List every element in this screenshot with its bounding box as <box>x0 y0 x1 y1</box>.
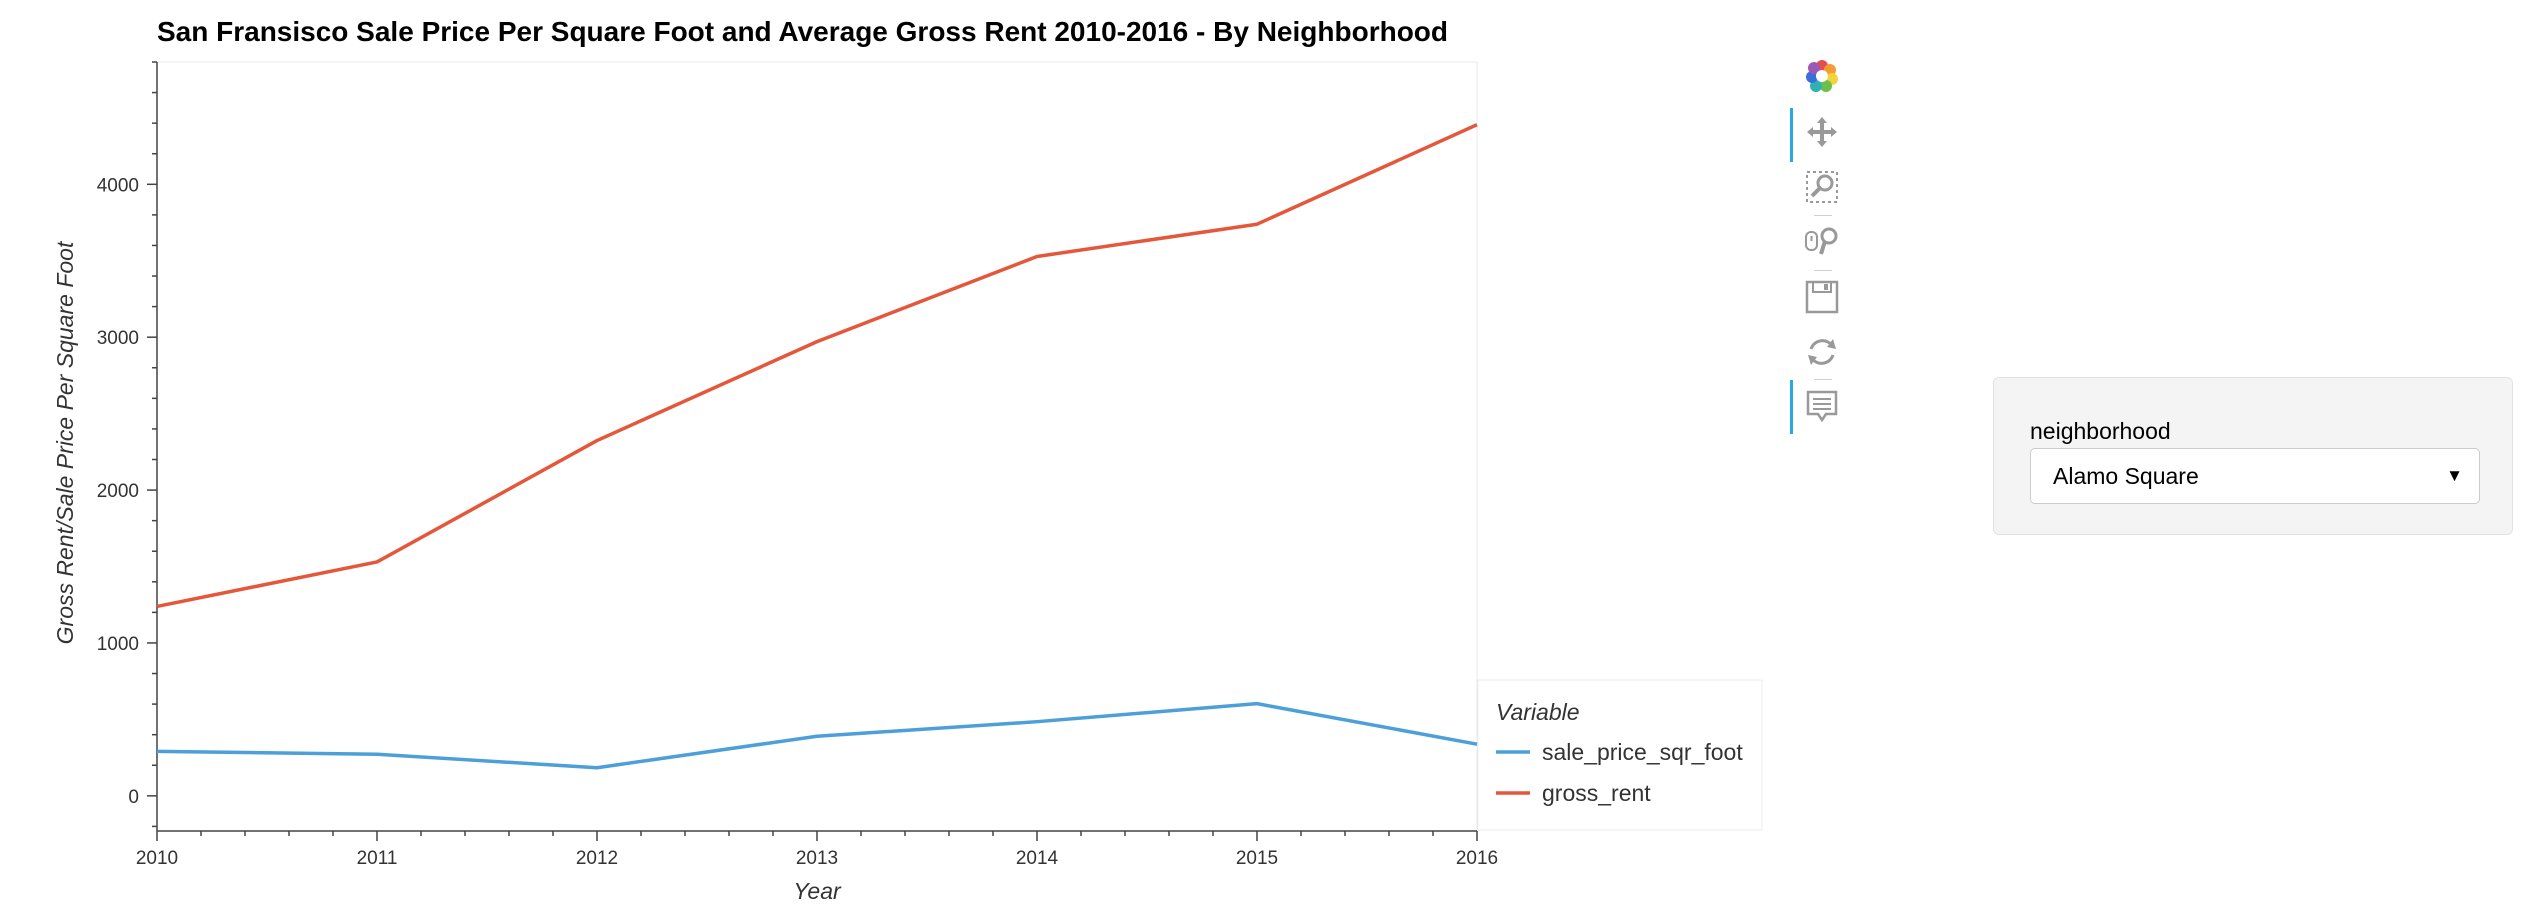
y-axis: 0 1000 2000 3000 4000 <box>97 61 158 831</box>
neighborhood-widget: neighborhood Alamo Square ▼ <box>1993 377 2513 535</box>
plot-area[interactable] <box>156 61 1478 832</box>
chevron-down-icon[interactable]: ▼ <box>2446 466 2463 485</box>
x-tick-label: 2016 <box>1456 848 1498 869</box>
series-line-gross_rent[interactable] <box>156 123 1478 609</box>
reset-icon[interactable] <box>1804 334 1840 370</box>
pan-active-indicator <box>1790 108 1793 162</box>
legend-box <box>1477 679 1763 831</box>
legend-title: Variable <box>1496 699 1580 725</box>
toolbar-separator <box>1814 270 1832 271</box>
x-tick-label: 2015 <box>1236 848 1278 869</box>
x-tick-label: 2014 <box>1016 848 1059 869</box>
neighborhood-select[interactable]: Alamo Square ▼ <box>2030 448 2480 504</box>
legend: Variable sale_price_sqr_foot gross_rent <box>1477 679 1763 831</box>
pan-icon[interactable] <box>1804 114 1840 150</box>
y-tick-label: 2000 <box>97 481 139 502</box>
x-tick-label: 2012 <box>576 848 618 869</box>
legend-label-gross_rent: gross_rent <box>1542 780 1651 806</box>
y-tick-label: 0 <box>128 787 139 808</box>
neighborhood-select-value: Alamo Square <box>2053 463 2199 489</box>
hover-icon[interactable] <box>1804 388 1840 424</box>
y-tick-label: 3000 <box>97 328 139 349</box>
y-axis-title: Gross Rent/Sale Price Per Square Foot <box>52 240 78 644</box>
y-tick-label: 1000 <box>97 634 139 655</box>
series-layer <box>156 123 1478 770</box>
chart-title: San Fransisco Sale Price Per Square Foot… <box>157 16 1449 47</box>
toolbar-separator <box>1814 215 1832 216</box>
y-tick-label: 4000 <box>97 175 139 196</box>
save-icon[interactable] <box>1804 279 1840 315</box>
bokeh-logo-icon[interactable] <box>1804 58 1840 94</box>
series-line-sale_price_sqr_foot[interactable] <box>156 701 1478 770</box>
box-zoom-icon[interactable] <box>1804 169 1840 205</box>
x-tick-label: 2010 <box>136 848 178 869</box>
x-axis: 2010 2011 2012 2013 2014 2015 2016 <box>136 830 1498 869</box>
x-tick-label: 2013 <box>796 848 838 869</box>
x-tick-label: 2011 <box>357 848 398 869</box>
wheel-zoom-icon[interactable] <box>1804 224 1840 260</box>
toolbar-separator <box>1814 379 1832 380</box>
legend-label-sale_price_sqr_foot: sale_price_sqr_foot <box>1542 739 1743 765</box>
neighborhood-label: neighborhood <box>2030 418 2171 444</box>
hover-active-indicator <box>1790 380 1793 434</box>
x-axis-title: Year <box>793 878 842 904</box>
plot-toolbar <box>1790 56 1846 446</box>
